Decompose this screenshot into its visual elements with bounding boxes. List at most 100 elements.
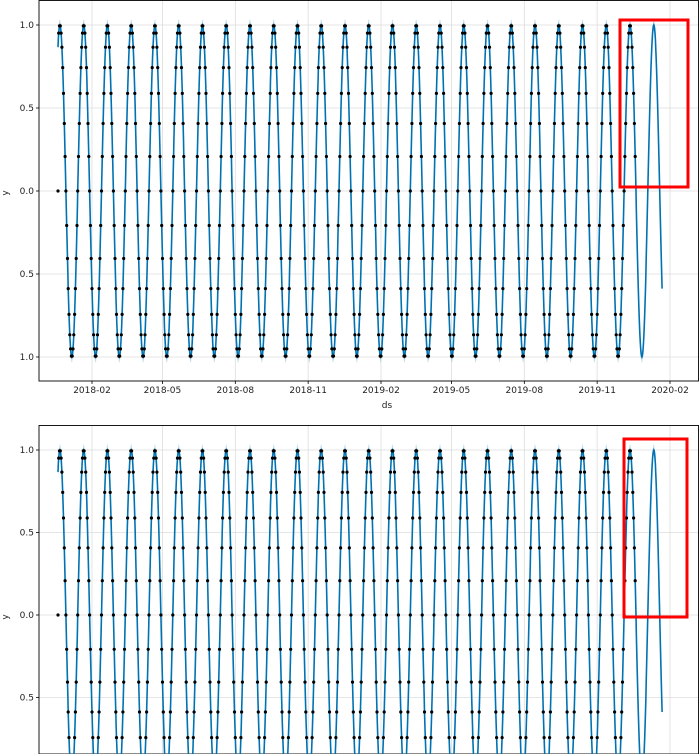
data-point <box>251 66 255 70</box>
data-point <box>261 347 265 351</box>
data-point <box>114 287 118 291</box>
data-point <box>220 546 224 550</box>
data-point <box>610 613 614 617</box>
data-point <box>225 31 229 35</box>
data-point <box>597 256 601 261</box>
data-point <box>198 66 202 70</box>
data-point <box>472 333 476 337</box>
data-point <box>594 333 599 337</box>
data-point <box>418 91 422 95</box>
data-point <box>384 223 388 228</box>
data-point <box>127 470 131 474</box>
data-point <box>316 490 320 494</box>
data-point <box>239 736 243 740</box>
data-point <box>442 91 446 95</box>
data-point <box>416 45 420 49</box>
data-point <box>412 45 416 49</box>
data-point <box>156 490 160 494</box>
data-point <box>292 91 296 95</box>
data-point <box>587 647 591 651</box>
data-point <box>448 333 452 337</box>
data-point <box>602 45 606 49</box>
data-point <box>456 613 460 617</box>
data-point <box>354 347 358 351</box>
data-point <box>489 516 493 520</box>
data-point <box>128 31 132 35</box>
data-point <box>611 223 615 228</box>
data-point <box>364 490 368 494</box>
data-point <box>534 31 538 35</box>
data-point <box>468 613 472 617</box>
data-point <box>465 91 469 95</box>
data-point <box>130 31 134 35</box>
data-point <box>183 647 187 651</box>
data-point <box>613 312 618 316</box>
data-point <box>560 91 564 95</box>
data-point <box>339 91 343 95</box>
data-point <box>543 333 547 337</box>
data-point <box>335 710 339 714</box>
data-point <box>393 66 397 70</box>
data-point <box>494 287 498 291</box>
data-point <box>209 287 213 291</box>
data-point <box>72 333 76 337</box>
data-point <box>56 613 60 617</box>
data-point <box>619 736 623 740</box>
data-point <box>512 490 516 494</box>
data-point <box>529 91 534 95</box>
data-point <box>576 121 580 126</box>
data-point <box>630 45 634 49</box>
data-point <box>65 647 69 651</box>
data-point <box>275 516 279 520</box>
data-point <box>301 613 305 617</box>
data-point <box>470 287 474 291</box>
data-point <box>206 579 210 583</box>
data-point <box>487 45 492 49</box>
data-point <box>588 680 592 684</box>
x-tick-label: 2019-08 <box>506 386 544 396</box>
data-point <box>606 45 610 49</box>
data-point <box>213 347 218 351</box>
data-point <box>113 256 117 261</box>
data-point <box>620 256 625 261</box>
data-point <box>257 312 261 316</box>
data-point <box>151 470 155 474</box>
data-point <box>621 223 625 228</box>
data-point <box>151 45 155 49</box>
x-tick-label: 2018-05 <box>144 386 182 396</box>
data-point <box>76 189 80 193</box>
data-point <box>396 154 400 159</box>
data-point <box>501 287 505 291</box>
data-point <box>442 121 446 126</box>
data-point <box>228 516 232 520</box>
data-point <box>389 456 393 460</box>
data-point <box>621 647 625 651</box>
data-point <box>582 456 586 460</box>
data-point <box>96 312 100 316</box>
data-point <box>533 24 538 28</box>
data-point <box>385 154 389 159</box>
data-point <box>392 456 396 460</box>
data-point <box>462 449 466 453</box>
data-point <box>80 470 84 474</box>
data-point <box>586 579 590 583</box>
x-tick-label: 2018-08 <box>217 386 255 396</box>
data-point <box>405 736 409 740</box>
data-point <box>421 647 425 651</box>
data-point <box>297 31 301 35</box>
data-point <box>410 121 414 126</box>
data-point <box>483 45 488 49</box>
data-point <box>172 579 176 583</box>
x-axis-label: ds <box>382 401 393 411</box>
data-point <box>118 347 123 351</box>
data-point <box>375 710 379 714</box>
data-point <box>555 45 559 49</box>
data-point <box>356 347 360 351</box>
data-point <box>346 490 350 494</box>
data-point <box>334 736 338 740</box>
data-point <box>381 312 385 316</box>
data-point <box>324 579 328 583</box>
data-point <box>287 710 291 714</box>
data-point <box>183 223 187 228</box>
data-point <box>164 347 168 351</box>
